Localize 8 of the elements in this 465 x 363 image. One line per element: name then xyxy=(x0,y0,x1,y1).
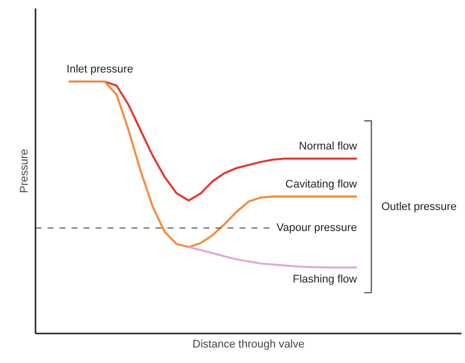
series-label: Cavitating flow xyxy=(285,178,358,190)
text: Outlet pressure xyxy=(381,200,457,213)
series-label: Flashing flow xyxy=(292,273,358,286)
x-axis-title: Distance through valve xyxy=(192,338,304,350)
ref-line-label: Vapour pressure xyxy=(276,222,357,234)
y-axis-title: Pressure xyxy=(18,148,30,194)
series-label: Normal flow xyxy=(298,140,358,153)
text: Inlet pressure xyxy=(66,64,134,76)
